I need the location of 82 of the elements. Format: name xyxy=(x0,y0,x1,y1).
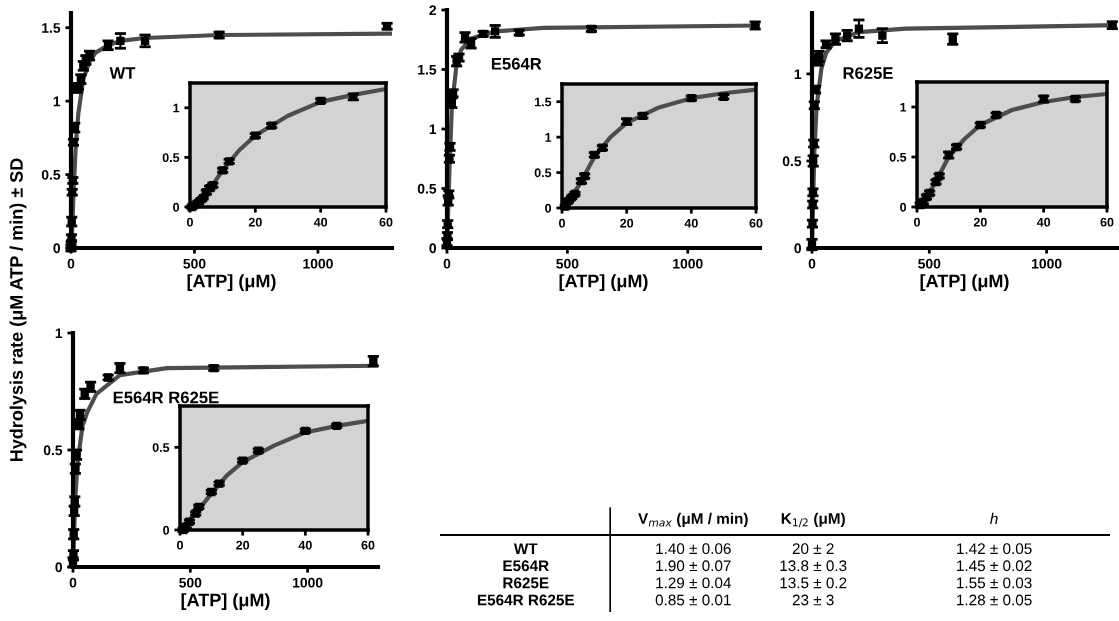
y-tick-label: 0 xyxy=(173,202,180,212)
y-tick-label: 0 xyxy=(545,203,552,213)
y-tick-label: 1 xyxy=(429,124,437,135)
category-label: V$_{max}$ (μM / min) xyxy=(638,512,748,528)
y-tick-label: 0 xyxy=(53,243,61,254)
category-label: K$_{1/2}$ (μM) xyxy=(781,512,845,528)
text: E564R R625E xyxy=(113,391,219,404)
y-tick-label: 1.5 xyxy=(42,23,61,33)
x-axis-title: [ATP] (μM) xyxy=(559,274,648,291)
y-tick-label: 1 xyxy=(53,96,61,107)
y-tick-label: 1 xyxy=(794,69,802,79)
x-tick-label: 1000 xyxy=(673,258,703,269)
x-tick-label: 1000 xyxy=(303,258,333,269)
y-tick-label: 1 xyxy=(55,328,63,339)
y-tick-label: 1 xyxy=(545,133,552,142)
x-tick-label: 500 xyxy=(918,258,941,269)
text: 1.40 ± 0.06 xyxy=(656,543,731,555)
x-tick-label: 0 xyxy=(443,258,451,269)
x-axis-title: [ATP] (μM) xyxy=(187,274,276,291)
y-tick-label: 0 xyxy=(55,562,63,573)
y-tick-label: 0.5 xyxy=(782,156,802,167)
y-tick-label: 0.5 xyxy=(43,445,63,456)
text: 0.85 ± 0.01 xyxy=(655,594,731,606)
x-tick-label: 60 xyxy=(379,217,393,227)
x-tick-label: 60 xyxy=(1100,217,1114,227)
x-tick-label: 0 xyxy=(808,258,816,269)
text: 1.90 ± 0.07 xyxy=(656,560,731,572)
text: 1.55 ± 0.03 xyxy=(957,577,1032,589)
y-tick-label: 1.5 xyxy=(418,64,437,75)
x-tick-label: 0 xyxy=(559,218,565,228)
y-tick-label: 0.5 xyxy=(41,169,61,180)
x-tick-label: 1000 xyxy=(293,577,323,588)
category-label: R625E xyxy=(503,577,549,589)
text: 1.29 ± 0.04 xyxy=(656,577,731,589)
y-tick-label: 0 xyxy=(429,243,437,254)
text: 23 ± 3 xyxy=(792,594,834,606)
text: WT xyxy=(109,67,136,79)
x-tick-label: 20 xyxy=(620,218,634,228)
x-tick-label: 20 xyxy=(248,217,262,227)
category-label: E564R xyxy=(503,560,549,572)
x-axis-title: [ATP] (μM) xyxy=(181,593,270,610)
x-tick-label: 0 xyxy=(187,217,193,227)
y-tick-label: 0 xyxy=(900,202,907,212)
y-axis-title: Hydrolysis rate (μM ATP / min) ± SD xyxy=(9,158,27,462)
text: 13.8 ± 0.3 xyxy=(780,560,847,572)
y-tick-label: 0.5 xyxy=(417,183,437,194)
text: R625E xyxy=(843,67,893,79)
category-label: h xyxy=(990,512,998,524)
y-tick-label: 0.5 xyxy=(152,443,170,452)
y-tick-label: 0 xyxy=(794,243,802,254)
y-tick-label: 1.5 xyxy=(535,97,552,107)
x-tick-label: 60 xyxy=(749,218,763,228)
text: 1.42 ± 0.05 xyxy=(957,543,1032,555)
x-tick-label: 60 xyxy=(361,540,375,550)
x-tick-label: 40 xyxy=(298,540,312,550)
x-tick-label: 20 xyxy=(973,217,987,227)
text: 20 ± 2 xyxy=(792,543,834,555)
x-tick-label: 0 xyxy=(914,217,920,227)
x-tick-label: 1000 xyxy=(1032,258,1062,269)
x-tick-label: 0 xyxy=(69,577,77,588)
y-tick-label: 0.5 xyxy=(162,153,180,163)
x-tick-label: 500 xyxy=(183,258,206,269)
text: 1.45 ± 0.02 xyxy=(957,560,1032,572)
y-tick-label: 0.5 xyxy=(889,152,907,162)
category-label: WT xyxy=(513,543,538,554)
y-tick-label: 0.5 xyxy=(534,168,552,178)
text: E564R xyxy=(491,57,542,70)
text: 1.28 ± 0.05 xyxy=(957,594,1032,606)
y-tick-label: 1 xyxy=(900,102,907,112)
text: 13.5 ± 0.2 xyxy=(780,577,847,589)
y-tick-label: 1 xyxy=(173,103,180,113)
x-axis-title: [ATP] (μM) xyxy=(920,274,1009,291)
x-tick-label: 500 xyxy=(556,258,579,269)
y-tick-label: 0 xyxy=(163,525,170,535)
x-tick-label: 500 xyxy=(179,577,202,588)
x-tick-label: 0 xyxy=(67,258,75,269)
x-tick-label: 40 xyxy=(1036,217,1051,227)
x-tick-label: 40 xyxy=(313,217,328,227)
x-tick-label: 40 xyxy=(684,218,698,228)
category-label: E564R R625E xyxy=(477,594,574,606)
y-tick-label: 2 xyxy=(429,5,437,16)
x-tick-label: 20 xyxy=(236,540,250,550)
